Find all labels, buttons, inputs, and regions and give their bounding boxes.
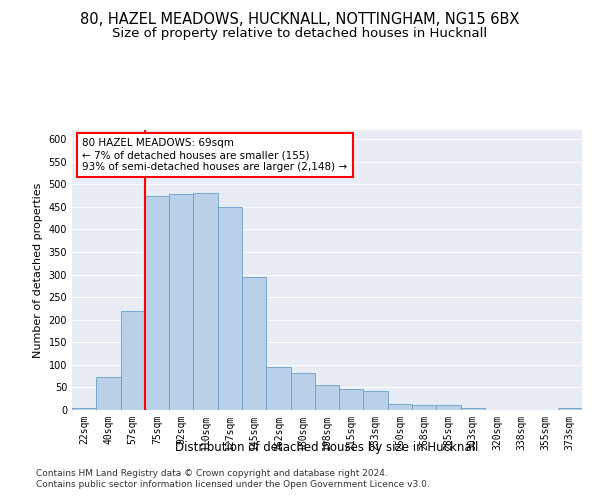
Bar xyxy=(461,408,485,410)
Bar xyxy=(315,385,339,410)
Bar xyxy=(169,194,193,410)
Bar xyxy=(96,378,121,410)
Bar xyxy=(388,404,412,410)
Bar xyxy=(412,404,436,410)
Text: 80 HAZEL MEADOWS: 69sqm
← 7% of detached houses are smaller (155)
93% of semi-de: 80 HAZEL MEADOWS: 69sqm ← 7% of detached… xyxy=(82,138,347,172)
Bar xyxy=(242,277,266,410)
Text: Distribution of detached houses by size in Hucknall: Distribution of detached houses by size … xyxy=(175,441,479,454)
Text: Contains HM Land Registry data © Crown copyright and database right 2024.: Contains HM Land Registry data © Crown c… xyxy=(36,468,388,477)
Bar xyxy=(266,367,290,410)
Text: Contains public sector information licensed under the Open Government Licence v3: Contains public sector information licen… xyxy=(36,480,430,489)
Bar xyxy=(218,207,242,410)
Bar xyxy=(436,405,461,410)
Bar xyxy=(121,310,145,410)
Text: Size of property relative to detached houses in Hucknall: Size of property relative to detached ho… xyxy=(112,28,488,40)
Bar xyxy=(72,408,96,410)
Bar xyxy=(558,408,582,410)
Bar xyxy=(290,373,315,410)
Bar xyxy=(339,389,364,410)
Text: 80, HAZEL MEADOWS, HUCKNALL, NOTTINGHAM, NG15 6BX: 80, HAZEL MEADOWS, HUCKNALL, NOTTINGHAM,… xyxy=(80,12,520,28)
Bar xyxy=(364,391,388,410)
Bar xyxy=(193,193,218,410)
Y-axis label: Number of detached properties: Number of detached properties xyxy=(33,182,43,358)
Bar xyxy=(145,196,169,410)
